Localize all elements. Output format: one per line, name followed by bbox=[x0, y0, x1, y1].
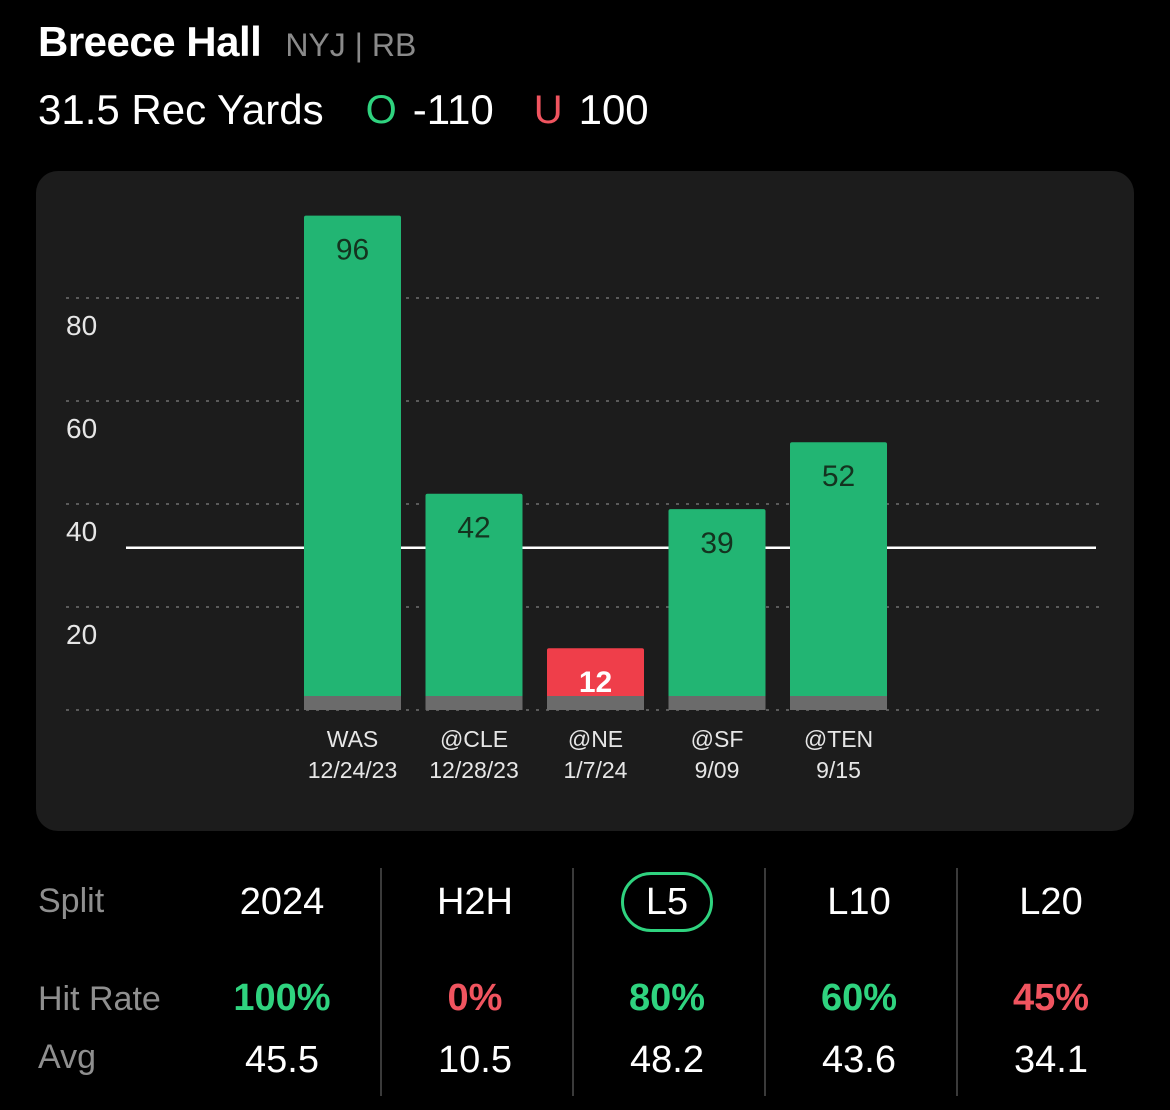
split-table: Split Hit Rate Avg 2024 100% 45.5 H2H 0% 10.5… bbox=[0, 862, 1170, 1102]
bar-base bbox=[790, 696, 887, 710]
chart-panel: 20 40 60 80 96 WAS 12/24/23 42 @CLE 12/28/23 12 @NE… bbox=[36, 171, 1134, 831]
bar bbox=[304, 215, 401, 710]
hit-rate-value: 0% bbox=[447, 977, 503, 1019]
split-tab-l20[interactable]: L20 bbox=[955, 880, 1147, 924]
split-tab-label: L10 bbox=[827, 881, 891, 923]
column-divider bbox=[380, 868, 382, 1096]
y-tick-label: 40 bbox=[66, 516, 97, 547]
bar-value-label: 39 bbox=[700, 527, 733, 560]
split-row-label: Split bbox=[38, 882, 105, 920]
split-column-l5[interactable]: L5 80% 48.2 bbox=[571, 862, 763, 1102]
bar-value-label: 96 bbox=[336, 234, 369, 267]
split-tab-label: L20 bbox=[1019, 881, 1083, 923]
under-odds[interactable]: 100 bbox=[578, 86, 649, 133]
under-marker[interactable]: U bbox=[533, 87, 563, 132]
column-divider bbox=[764, 868, 766, 1096]
split-tab-h2h[interactable]: H2H bbox=[379, 880, 571, 924]
x-category-label: @TEN bbox=[804, 726, 873, 752]
bar bbox=[790, 442, 887, 710]
avg-value: 43.6 bbox=[822, 1039, 896, 1081]
column-divider bbox=[572, 868, 574, 1096]
bar-base bbox=[304, 696, 401, 710]
split-tab-2024[interactable]: 2024 bbox=[186, 880, 378, 924]
bar-base bbox=[425, 696, 523, 710]
split-column-l10[interactable]: L10 60% 43.6 bbox=[763, 862, 955, 1102]
bar bbox=[425, 493, 523, 710]
player-name: Breece Hall bbox=[38, 18, 262, 65]
player-team-position: NYJ | RB bbox=[285, 27, 417, 63]
x-date-label: 12/28/23 bbox=[429, 757, 519, 783]
split-column-2024[interactable]: 2024 100% 45.5 bbox=[186, 862, 378, 1102]
x-date-label: 9/15 bbox=[816, 757, 861, 783]
x-category-label: @NE bbox=[568, 726, 623, 752]
x-category-label: @CLE bbox=[440, 726, 508, 752]
bar-base bbox=[668, 696, 766, 710]
y-tick-label: 80 bbox=[66, 310, 97, 341]
bar bbox=[547, 648, 644, 710]
bar bbox=[668, 509, 766, 710]
hit-rate-row-label: Hit Rate bbox=[38, 980, 161, 1018]
x-category-label: @SF bbox=[691, 726, 744, 752]
avg-value: 48.2 bbox=[630, 1039, 704, 1081]
hit-rate-value: 100% bbox=[233, 977, 331, 1019]
x-date-label: 12/24/23 bbox=[308, 757, 398, 783]
avg-value: 45.5 bbox=[245, 1039, 319, 1081]
prop-line: 31.5 Rec Yards bbox=[38, 86, 324, 133]
hit-rate-value: 45% bbox=[1012, 977, 1090, 1019]
avg-row-label: Avg bbox=[38, 1038, 96, 1076]
bar-value-label: 12 bbox=[579, 666, 612, 699]
split-tab-l10[interactable]: L10 bbox=[763, 880, 955, 924]
y-tick-label: 60 bbox=[66, 413, 97, 444]
split-tab-label: 2024 bbox=[239, 881, 325, 923]
over-odds[interactable]: -110 bbox=[412, 86, 494, 133]
bar-chart: 20 40 60 80 96 WAS 12/24/23 42 @CLE 12/28/23 12 @NE… bbox=[66, 215, 1104, 783]
split-tab-l5[interactable]: L5 bbox=[571, 872, 763, 932]
bar-value-label: 42 bbox=[457, 512, 490, 545]
split-column-h2h[interactable]: H2H 0% 10.5 bbox=[379, 862, 571, 1102]
split-column-l20[interactable]: L20 45% 34.1 bbox=[955, 862, 1147, 1102]
header-name-row: Breece Hall NYJ | RB bbox=[38, 18, 416, 74]
split-tab-label: L5 bbox=[620, 872, 714, 932]
prop-row: 31.5 Rec Yards O -110 U 100 bbox=[38, 82, 649, 138]
split-tab-label: H2H bbox=[436, 881, 514, 923]
bar-value-label: 52 bbox=[822, 460, 855, 493]
bar-base bbox=[547, 696, 644, 710]
x-date-label: 1/7/24 bbox=[564, 757, 628, 783]
avg-value: 10.5 bbox=[438, 1039, 512, 1081]
hit-rate-value: 60% bbox=[820, 977, 898, 1019]
y-tick-label: 20 bbox=[66, 619, 97, 650]
hit-rate-value: 80% bbox=[628, 977, 706, 1019]
x-date-label: 9/09 bbox=[695, 757, 740, 783]
x-category-label: WAS bbox=[327, 726, 379, 752]
over-marker[interactable]: O bbox=[365, 87, 397, 132]
avg-value: 34.1 bbox=[1014, 1039, 1088, 1081]
column-divider bbox=[956, 868, 958, 1096]
